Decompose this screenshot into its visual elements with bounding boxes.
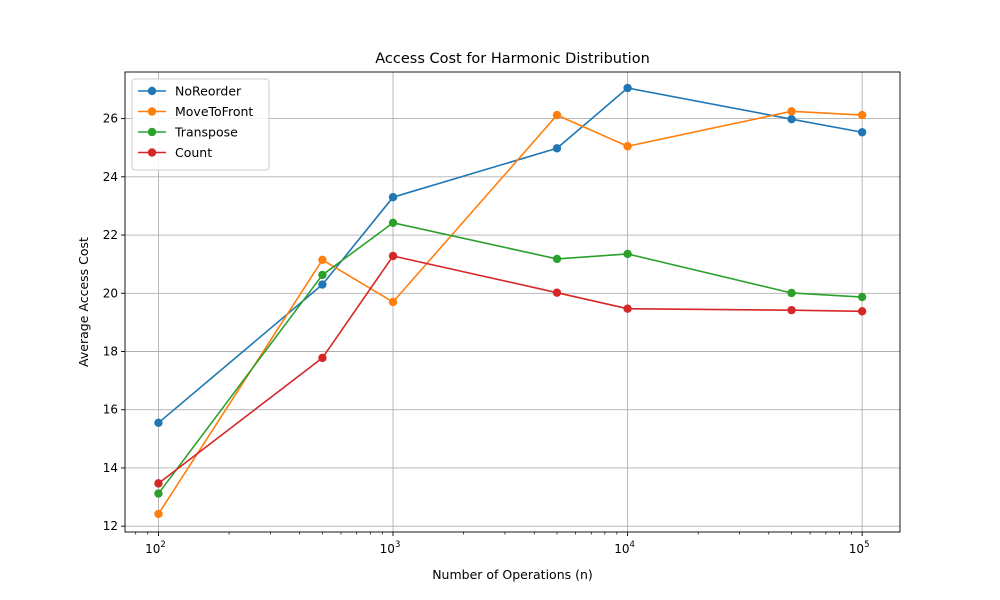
data-point [154, 479, 163, 488]
legend-label: Count [175, 145, 212, 160]
data-point [154, 489, 163, 498]
legend-marker [147, 127, 157, 137]
ticks-layer: 12 14 16 18 20 22 24 26 102 103 104 105 [103, 112, 870, 556]
data-point [623, 142, 632, 151]
y-tick-label: 24 [103, 170, 118, 184]
data-point [787, 305, 796, 315]
legend-marker [147, 107, 157, 116]
data-point [552, 288, 562, 297]
y-tick-label: 12 [103, 519, 118, 533]
legend-item-count: Count [138, 145, 212, 160]
data-point [857, 128, 867, 137]
series-layer [154, 83, 867, 519]
legend-label: Transpose [174, 125, 238, 140]
x-tick-label: 104 [614, 540, 635, 556]
x-tick-label: 102 [145, 540, 166, 556]
data-point [552, 254, 562, 264]
legend-item-movetofront: MoveToFront [138, 104, 253, 119]
series-count [154, 251, 867, 488]
legend-item-noreorder: NoReorder [138, 84, 242, 99]
series-movetofront [154, 107, 867, 519]
data-point [787, 288, 796, 298]
y-tick-label: 20 [103, 286, 118, 300]
series-transpose [154, 218, 867, 498]
y-tick-label: 16 [103, 403, 118, 417]
y-tick-label: 14 [103, 461, 118, 475]
data-point [623, 304, 632, 313]
data-point [857, 110, 867, 120]
data-point [318, 353, 327, 363]
legend-label: NoReorder [175, 84, 242, 99]
data-point [857, 292, 867, 302]
legend-item-transpose: Transpose [138, 125, 238, 140]
legend-marker [147, 148, 157, 157]
data-point [318, 270, 327, 280]
data-point [388, 297, 398, 307]
legend: NoReorder MoveToFront Transpose Count [131, 78, 270, 171]
data-point [857, 307, 867, 316]
data-point [318, 255, 327, 264]
series-noreorder [154, 83, 867, 428]
y-tick-label: 26 [103, 112, 118, 126]
data-point [787, 114, 796, 124]
data-point [154, 509, 163, 519]
legend-box [131, 78, 270, 171]
data-point [787, 107, 796, 116]
x-tick-label: 103 [380, 540, 401, 556]
data-point [318, 280, 327, 289]
data-point [552, 144, 562, 153]
data-point [552, 110, 562, 120]
y-tick-label: 22 [103, 228, 118, 242]
data-point [388, 192, 398, 202]
y-axis-label: Average Access Cost [76, 237, 91, 367]
chart-title: Access Cost for Harmonic Distribution [375, 51, 650, 67]
data-point [388, 251, 398, 261]
data-point [623, 249, 632, 259]
data-point [388, 218, 398, 228]
x-tick-label: 105 [849, 540, 870, 556]
plot-frame [124, 71, 901, 533]
legend-marker [147, 86, 157, 96]
x-axis-label: Number of Operations (n) [432, 567, 593, 582]
y-tick-label: 18 [103, 344, 118, 358]
data-point [154, 418, 163, 428]
legend-label: MoveToFront [175, 104, 253, 119]
data-point [623, 83, 632, 93]
